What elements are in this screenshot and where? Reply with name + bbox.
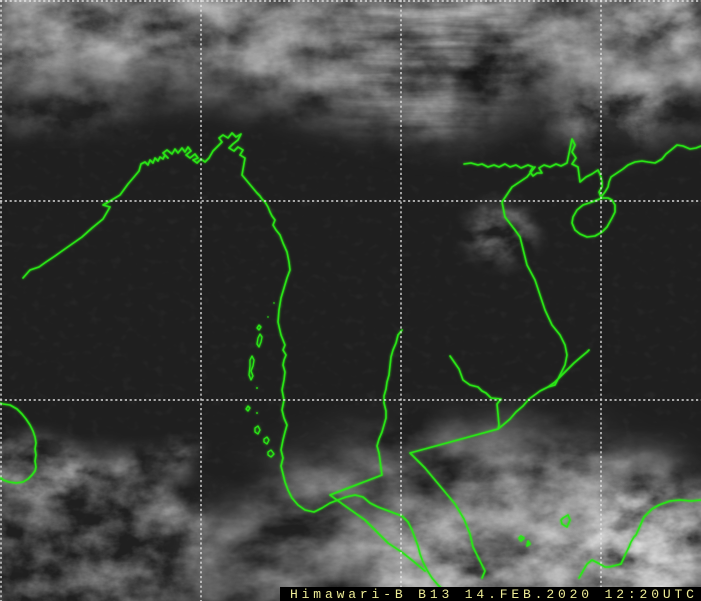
svg-text:Himawari-B B13 14.FEB.2020 12:: Himawari-B B13 14.FEB.2020 12:20UTC: [290, 587, 698, 601]
